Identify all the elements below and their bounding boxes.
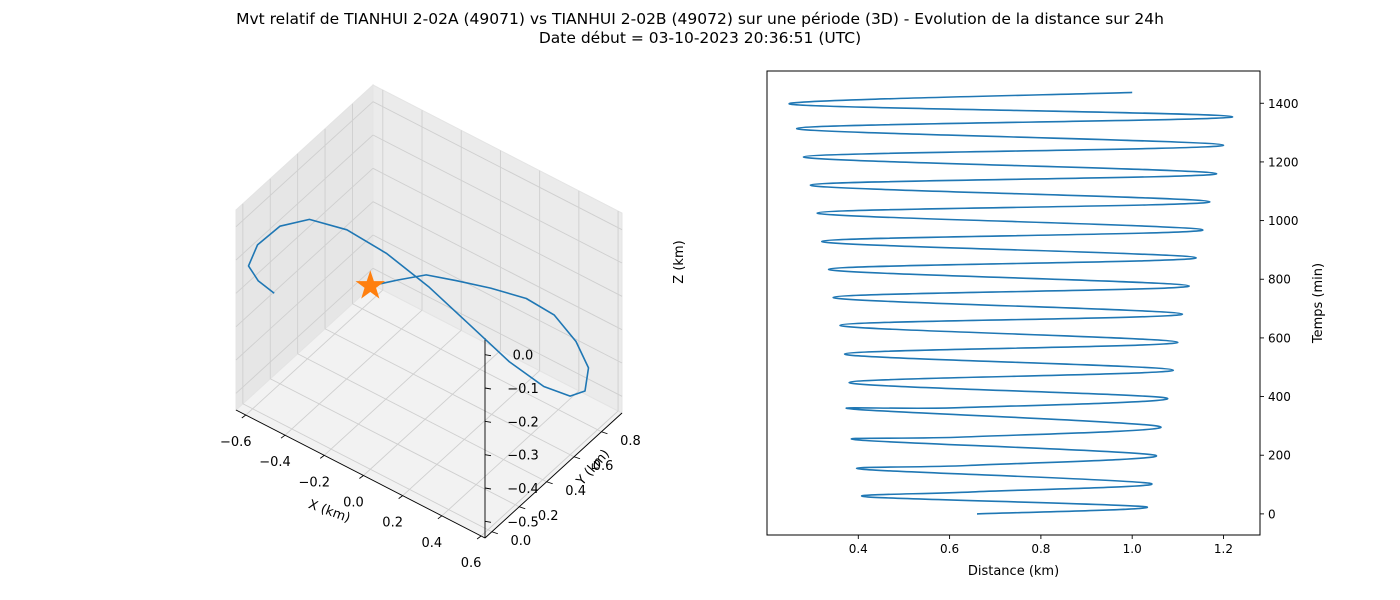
y-tick-group: 0 200 400 600 800 1000 1200 1400	[1260, 97, 1299, 521]
y-tick-label: 0.4	[565, 484, 586, 499]
x-tick-mark	[319, 454, 325, 459]
y-tick-label: 1200	[1268, 155, 1299, 169]
grid-line-z-back	[372, 134, 623, 264]
z-tick-mark	[484, 420, 492, 423]
axes-group: −0.6 −0.4 −0.2 0.0 0.2 0.4 0.6 0.0 0.2 0.4 0.6 0.8 0…	[220, 338, 641, 571]
series-group	[788, 91, 1234, 515]
z-tick-label: −0.5	[507, 515, 539, 530]
x-tick-mark	[241, 414, 247, 419]
y-axis-line	[484, 412, 623, 539]
z-tick-mark	[484, 387, 492, 390]
x-tick-mark	[280, 434, 286, 439]
z-tick-label: −0.2	[507, 415, 539, 430]
grid-line-y-floor	[270, 378, 520, 508]
y-tick-label: 0.6	[593, 459, 614, 474]
y-tick-label: 0.8	[620, 434, 641, 449]
grid-line-z-back	[372, 234, 623, 364]
x-axis-line	[235, 409, 486, 539]
x-tick-label: 0.4	[422, 536, 443, 551]
distance-series-line	[788, 91, 1234, 515]
figure-title: Mvt relatif de TIANHUI 2-02A (49071) vs …	[0, 10, 1400, 48]
x-tick-label: −0.4	[259, 455, 291, 470]
y-tick-label: 800	[1268, 273, 1291, 287]
y-tick-mark	[601, 431, 608, 435]
y-tick-label: 1000	[1268, 214, 1299, 228]
title-line-2: Date début = 03-10-2023 20:36:51 (UTC)	[538, 29, 862, 47]
grid-line-z-back	[372, 267, 623, 397]
z-tick-mark	[484, 487, 492, 490]
x-tick-label: 0.6	[461, 556, 482, 571]
grid-line-z-back	[372, 101, 623, 231]
x-tick-mark	[437, 515, 443, 520]
x-tick-label: 0.8	[1031, 542, 1050, 556]
x-tick-label: −0.6	[220, 435, 252, 450]
grid-line-y-floor	[324, 328, 575, 458]
x-tick-mark	[359, 475, 364, 479]
y-tick-label: 0	[1268, 507, 1276, 521]
grid-line-x-floor	[284, 309, 423, 436]
grid-line-z-side	[235, 268, 374, 394]
grid-line-x-floor	[363, 350, 501, 476]
y-tick-mark	[519, 506, 526, 510]
x-tick-label: 0.6	[940, 542, 959, 556]
z-tick-mark	[484, 454, 492, 457]
x-tick-label: −0.2	[298, 475, 330, 490]
grid-line-z-side	[235, 168, 374, 294]
z-tick-label: 0.0	[513, 349, 534, 364]
y-tick-label: 0.2	[538, 509, 559, 524]
grid-line-y-floor	[297, 353, 547, 483]
grid-line-z-side	[235, 101, 374, 227]
y-tick-label: 600	[1268, 331, 1291, 345]
z-tick-mark	[484, 354, 492, 357]
grid-line-x-floor	[441, 390, 580, 517]
x-tick-label: 1.2	[1214, 542, 1233, 556]
y-tick-mark	[546, 481, 553, 485]
grid-line-y-floor	[352, 303, 602, 433]
grid-group	[235, 90, 623, 537]
x-tick-group: 0.4 0.6 0.8 1.0 1.2	[849, 535, 1233, 556]
z-tick-mark	[484, 520, 492, 523]
plot-3d-trajectory: −0.6 −0.4 −0.2 0.0 0.2 0.4 0.6 0.0 0.2 0.4 0.6 0.8 0…	[220, 83, 687, 571]
y-tick-label: 400	[1268, 390, 1291, 404]
x-tick-label: 1.0	[1123, 542, 1142, 556]
grid-line-x-floor	[402, 370, 540, 497]
x-tick-label: 0.2	[382, 516, 403, 531]
grid-line-y-floor	[242, 403, 493, 533]
z-tick-label: −0.3	[507, 449, 539, 464]
trajectory-line	[247, 218, 590, 397]
y-tick-label: 1400	[1268, 97, 1299, 111]
y-axis-label: Temps (min)	[1311, 263, 1326, 344]
x-tick-label: 0.4	[849, 542, 868, 556]
y-tick-label: 200	[1268, 449, 1291, 463]
grid-line-x-floor	[323, 330, 462, 456]
x-tick-mark	[398, 495, 403, 500]
plot-distance-vs-time: 0.4 0.6 0.8 1.0 1.2 0 200 400 600 800 1000 1200 140…	[766, 70, 1326, 579]
z-tick-label: −0.1	[507, 382, 539, 397]
y-tick-mark	[573, 456, 581, 460]
x-axis-label: Distance (km)	[968, 564, 1059, 579]
trajectory-group	[247, 218, 590, 397]
pane-group	[235, 83, 623, 539]
y-tick-label: 0.0	[511, 534, 532, 549]
title-line-1: Mvt relatif de TIANHUI 2-02A (49071) vs …	[236, 10, 1164, 28]
grid-line-x-floor	[480, 410, 619, 537]
y-tick-mark	[491, 531, 498, 535]
grid-line-z-side	[235, 201, 374, 327]
z-axis-label: Z (km)	[672, 240, 687, 283]
x-tick-mark	[476, 535, 482, 540]
grid-line-z-back	[372, 201, 623, 331]
z-tick-label: −0.4	[507, 482, 539, 497]
grid-line-z-back	[372, 167, 623, 297]
plot-frame	[766, 70, 1261, 536]
x-tick-label: 0.0	[343, 496, 364, 511]
grid-line-x-floor	[245, 289, 384, 416]
grid-line-z-side	[235, 234, 374, 361]
origin-star-marker	[355, 270, 386, 299]
grid-line-z-side	[235, 134, 374, 261]
